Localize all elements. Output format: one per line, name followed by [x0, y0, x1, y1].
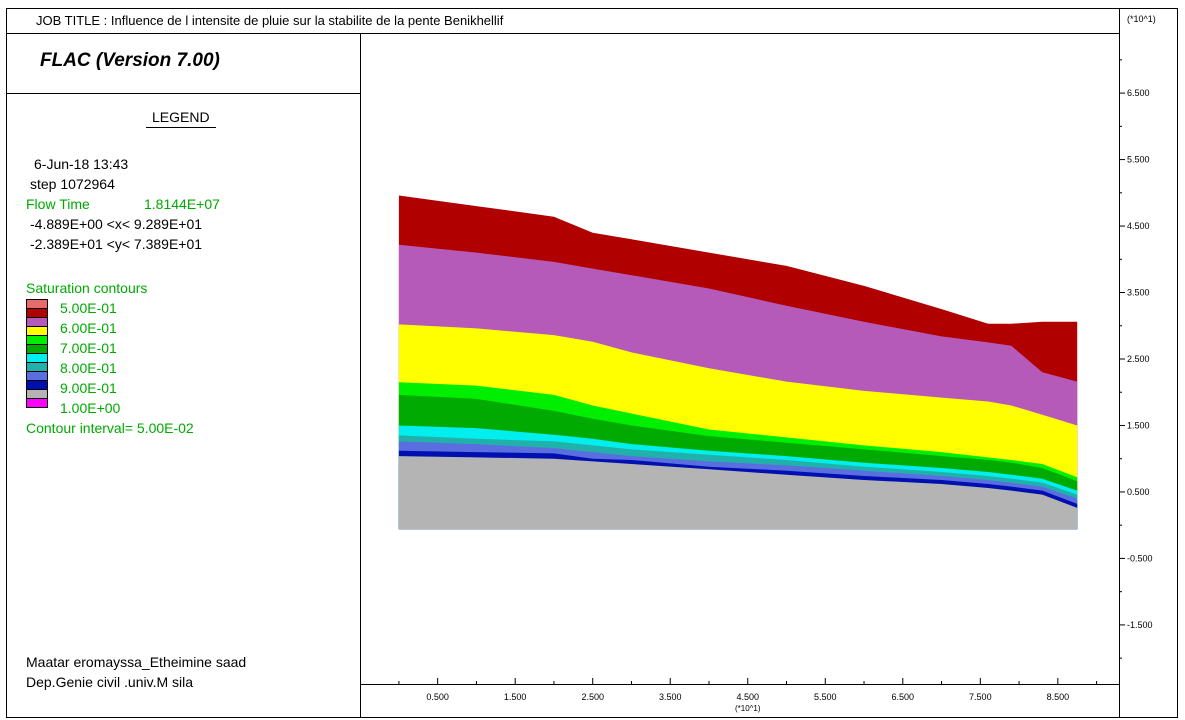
y-tick-label: 0.500: [1127, 487, 1150, 497]
flow-time-label: Flow Time: [26, 196, 90, 212]
program-box: FLAC (Version 7.00): [6, 34, 361, 94]
saturation-band-9: [398, 456, 1078, 530]
y-tick-label: 3.500: [1127, 288, 1150, 298]
job-title: JOB TITLE : Influence de l intensite de …: [36, 13, 504, 28]
author-line: Maatar eromayssa_Etheimine saad: [26, 654, 247, 670]
contour-swatches: [26, 299, 48, 408]
step-count: step 1072964: [30, 176, 115, 192]
affiliation-line: Dep.Genie civil .univ.M sila: [26, 674, 194, 690]
swatch-11: [26, 398, 48, 408]
y-tick-label: 5.500: [1127, 155, 1150, 165]
right-axis-line: [1119, 8, 1120, 718]
contours-title: Saturation contours: [26, 280, 148, 296]
contour-level-label: 1.00E+00: [60, 400, 121, 416]
title-bar: JOB TITLE : Influence de l intensite de …: [6, 8, 1119, 34]
contour-level-label: 9.00E-01: [60, 380, 117, 396]
date-time: 6-Jun-18 13:43: [34, 156, 129, 172]
x-tick-label: 4.500: [736, 692, 759, 702]
contour-level-label: 5.00E-01: [60, 300, 117, 316]
plot-frame: [6, 8, 1178, 718]
x-tick-label: 3.500: [659, 692, 682, 702]
program-version: FLAC (Version 7.00): [40, 50, 220, 71]
y-tick-label: -1.500: [1127, 620, 1153, 630]
y-tick-label: 2.500: [1127, 354, 1150, 364]
x-tick-label: 7.500: [969, 692, 992, 702]
y-tick-label: 4.500: [1127, 221, 1150, 231]
legend-heading: LEGEND: [146, 109, 216, 128]
y-tick-label: -0.500: [1127, 553, 1153, 563]
y-axis: 6.500 5.500 4.500 3.500 2.500 1.500 0.500 -0.50…: [1119, 59, 1153, 659]
legend-panel: FLAC (Version 7.00) LEGEND 6-Jun-18 13:4…: [6, 34, 361, 718]
bottom-axis-line: [361, 684, 1120, 685]
y-tick-label: 1.500: [1127, 420, 1150, 430]
x-axis-multiplier: (*10^1): [735, 704, 761, 713]
y-tick-label: 6.500: [1127, 88, 1150, 98]
y-axis-multiplier: (*10^1): [1127, 14, 1156, 24]
y-range: -2.389E+01 <y< 7.389E+01: [30, 236, 203, 252]
x-tick-label: 0.500: [426, 692, 449, 702]
x-tick-label: 2.500: [581, 692, 604, 702]
flow-time-value: 1.8144E+07: [144, 196, 220, 212]
x-tick-label: 6.500: [892, 692, 915, 702]
x-tick-label: 5.500: [814, 692, 837, 702]
contour-level-label: 6.00E-01: [60, 320, 117, 336]
x-tick-label: 8.500: [1047, 692, 1070, 702]
x-axis: 0.500 1.500 2.500 3.500 4.500 5.500 6.500 7.500…: [398, 678, 1098, 713]
contour-bands: [398, 195, 1078, 530]
x-tick-label: 1.500: [504, 692, 527, 702]
contour-level-label: 8.00E-01: [60, 360, 117, 376]
contour-interval: Contour interval= 5.00E-02: [26, 420, 194, 436]
contour-level-label: 7.00E-01: [60, 340, 117, 356]
x-range: -4.889E+00 <x< 9.289E+01: [30, 216, 203, 232]
